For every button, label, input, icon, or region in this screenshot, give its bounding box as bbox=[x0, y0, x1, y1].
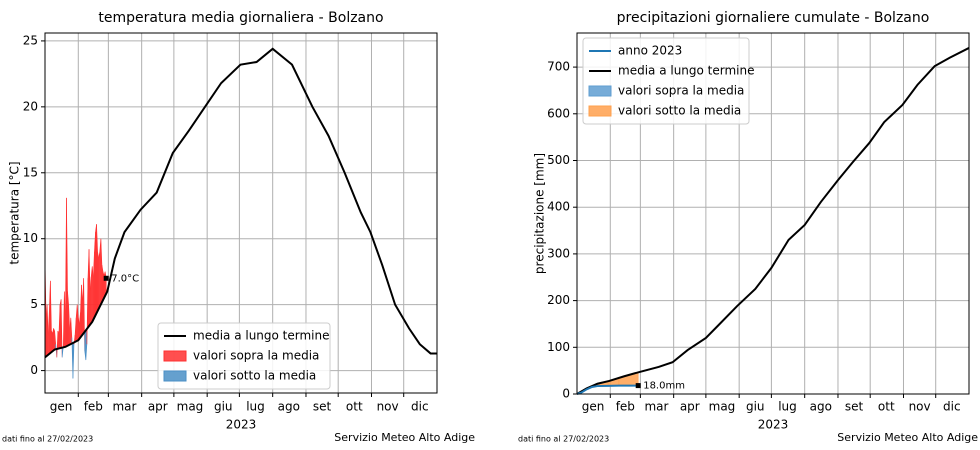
x-tick-label: lug bbox=[778, 400, 797, 414]
x-tick-label: set bbox=[313, 400, 332, 414]
y-tick-label: 0 bbox=[562, 387, 570, 401]
legend-box bbox=[157, 322, 331, 390]
x-tick-label: gen bbox=[50, 400, 73, 414]
x-tick-label: apr bbox=[148, 400, 168, 414]
legend-swatch bbox=[163, 350, 187, 362]
y-tick-label: 600 bbox=[547, 106, 570, 120]
legend-swatch bbox=[163, 370, 187, 382]
x-tick-label: mar bbox=[644, 400, 668, 414]
legend-label: media a lungo termine bbox=[193, 329, 330, 343]
legend-label: valori sotto la media bbox=[618, 104, 741, 118]
below-area bbox=[72, 341, 75, 379]
y-tick-label: 200 bbox=[547, 293, 570, 307]
x-tick-label: nov bbox=[377, 400, 399, 414]
x-tick-label: ago bbox=[278, 400, 300, 414]
x-tick-label: set bbox=[845, 400, 864, 414]
y-tick-label: 10 bbox=[23, 231, 38, 245]
y-tick-label: 20 bbox=[23, 99, 38, 113]
y-tick-label: 300 bbox=[547, 246, 570, 260]
legend-label: valori sopra la media bbox=[193, 349, 319, 363]
x-tick-label: ago bbox=[810, 400, 832, 414]
x-tick-label: nov bbox=[909, 400, 931, 414]
x-tick-label: dic bbox=[411, 400, 429, 414]
footer-left: dati fino al 27/02/2023 bbox=[2, 435, 93, 444]
legend-swatch bbox=[588, 85, 612, 97]
y-axis-label: precipitazione [mm] bbox=[533, 153, 547, 274]
x-axis-label: 2023 bbox=[758, 418, 789, 432]
legend-box bbox=[582, 37, 750, 125]
x-tick-label: giu bbox=[746, 400, 765, 414]
annotation: 7.0°C bbox=[111, 273, 139, 284]
series-line bbox=[44, 47, 437, 359]
x-tick-label: giu bbox=[214, 400, 233, 414]
last-point bbox=[635, 383, 641, 389]
y-tick-label: 700 bbox=[547, 60, 570, 74]
x-axis-label: 2023 bbox=[226, 418, 257, 432]
legend-label: valori sotto la media bbox=[193, 369, 316, 383]
x-tick-label: ott bbox=[878, 400, 895, 414]
last-point bbox=[103, 275, 109, 281]
y-tick-label: 0 bbox=[30, 363, 38, 377]
y-tick-label: 100 bbox=[547, 340, 570, 354]
x-tick-label: mag bbox=[709, 400, 736, 414]
y-axis-label: temperatura [°C] bbox=[8, 161, 22, 264]
chart-title: precipitazioni giornaliere cumulate - Bo… bbox=[617, 10, 930, 26]
x-tick-label: feb bbox=[84, 400, 103, 414]
y-tick-label: 25 bbox=[23, 33, 38, 47]
series-line bbox=[576, 47, 970, 395]
footer-right: Servizio Meteo Alto Adige bbox=[837, 431, 978, 444]
legend-swatch bbox=[588, 105, 612, 117]
x-tick-label: ott bbox=[346, 400, 363, 414]
legend-label: media a lungo termine bbox=[618, 64, 755, 78]
x-tick-label: lug bbox=[246, 400, 265, 414]
y-tick-label: 500 bbox=[547, 153, 570, 167]
y-tick-label: 5 bbox=[30, 297, 38, 311]
plot-frame bbox=[576, 32, 970, 395]
footer-right: Servizio Meteo Alto Adige bbox=[334, 431, 475, 444]
plot-frame bbox=[44, 32, 438, 394]
legend-label: valori sopra la media bbox=[618, 84, 744, 98]
x-tick-label: apr bbox=[680, 400, 700, 414]
y-tick-label: 15 bbox=[23, 165, 38, 179]
x-tick-label: mar bbox=[112, 400, 136, 414]
x-tick-label: dic bbox=[943, 400, 961, 414]
y-tick-label: 400 bbox=[547, 200, 570, 214]
chart-title: temperatura media giornaliera - Bolzano bbox=[98, 10, 383, 26]
x-tick-label: gen bbox=[582, 400, 605, 414]
x-tick-label: feb bbox=[616, 400, 635, 414]
legend-label: anno 2023 bbox=[618, 44, 682, 58]
annotation: 18.0mm bbox=[643, 381, 685, 392]
x-tick-label: mag bbox=[177, 400, 204, 414]
footer-left: dati fino al 27/02/2023 bbox=[518, 435, 609, 444]
series-line bbox=[576, 384, 639, 395]
